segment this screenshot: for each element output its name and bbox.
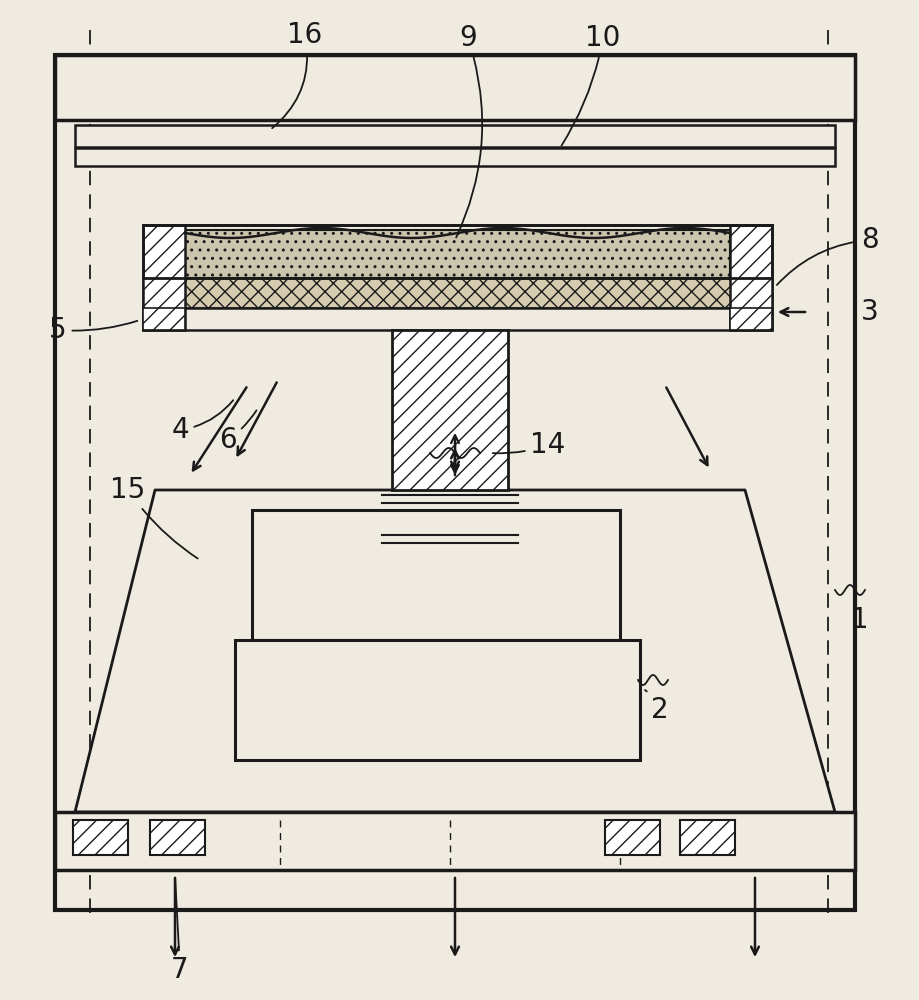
Bar — [142, 225, 185, 330]
Text: 3: 3 — [860, 298, 878, 326]
Bar — [142, 308, 771, 330]
Bar — [142, 278, 771, 308]
Bar — [142, 225, 771, 278]
Bar — [252, 510, 619, 640]
Bar — [150, 820, 205, 855]
Bar — [55, 55, 854, 910]
Text: 14: 14 — [493, 431, 565, 459]
Bar — [679, 820, 734, 855]
Text: 1: 1 — [850, 606, 868, 634]
Text: 8: 8 — [776, 226, 878, 285]
Bar — [55, 55, 854, 120]
Text: 5: 5 — [49, 316, 137, 344]
Bar — [605, 820, 659, 855]
Text: 2: 2 — [644, 690, 668, 724]
Bar — [729, 308, 771, 330]
Text: 9: 9 — [456, 24, 482, 237]
Text: 4: 4 — [171, 400, 233, 444]
Text: 16: 16 — [272, 21, 323, 128]
Bar — [142, 308, 185, 330]
Text: 7: 7 — [171, 878, 188, 984]
Polygon shape — [75, 490, 834, 812]
Bar — [185, 230, 729, 278]
Bar — [55, 812, 854, 870]
Bar — [391, 330, 507, 490]
Bar — [729, 225, 771, 330]
Text: 15: 15 — [110, 476, 198, 558]
Bar — [75, 125, 834, 147]
Text: 6: 6 — [219, 410, 256, 454]
Bar — [234, 640, 640, 760]
Bar — [75, 148, 834, 166]
Bar — [73, 820, 128, 855]
Text: 10: 10 — [561, 24, 620, 146]
